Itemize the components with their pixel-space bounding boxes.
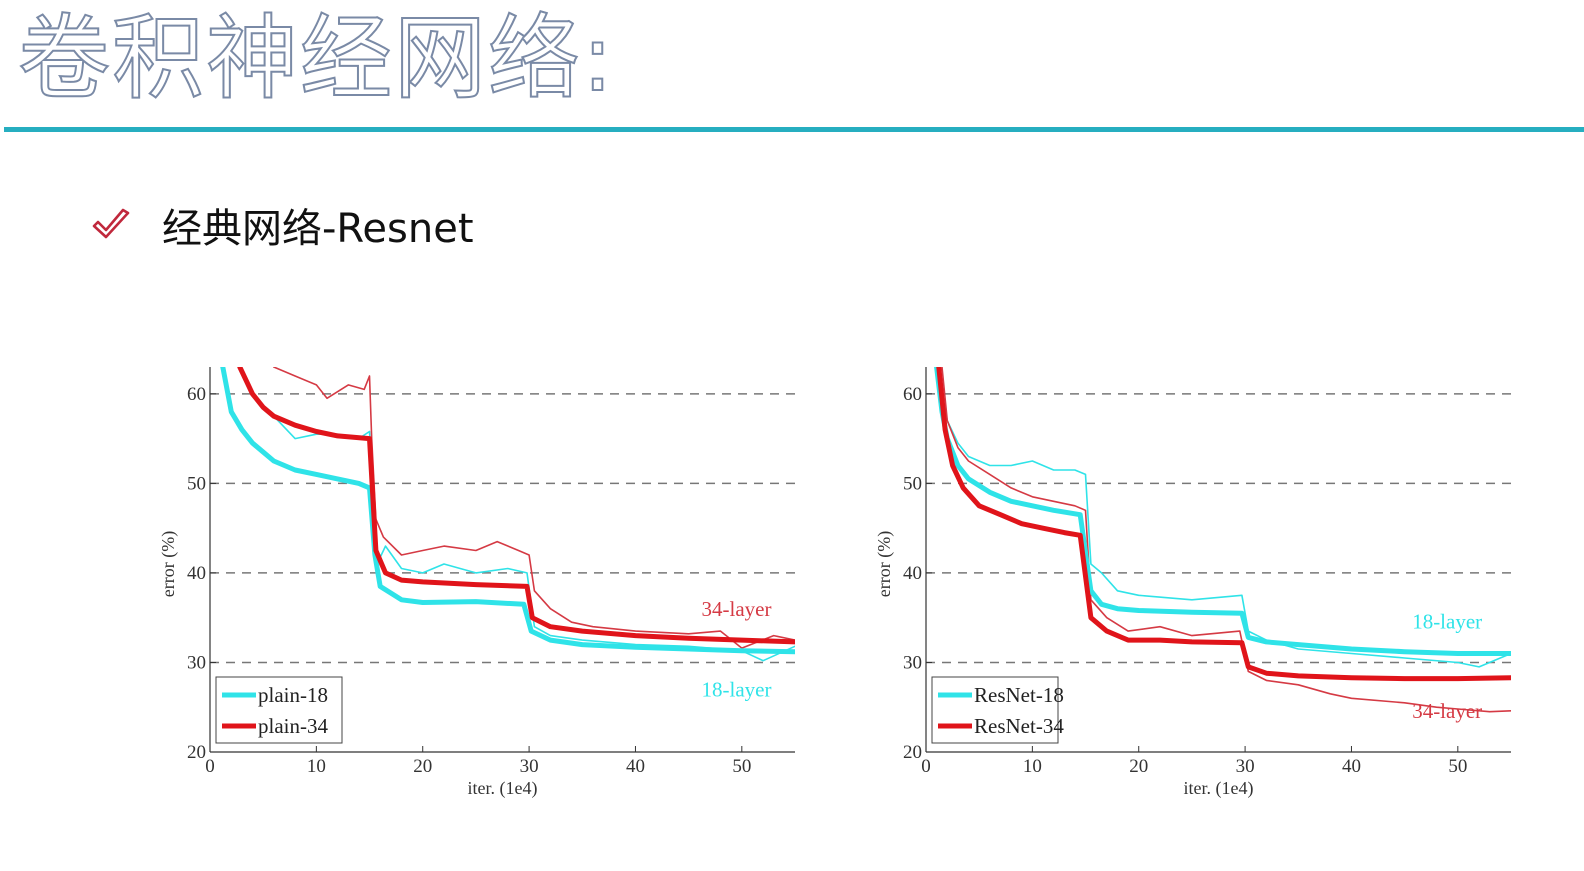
legend-label: plain-34 — [258, 714, 328, 738]
x-axis-label: iter. (1e4) — [1184, 778, 1254, 799]
chart-plain: 20 30 40 50 60 0 10 20 30 40 50 iter. (1e4) error (%… — [158, 367, 795, 799]
x-tick-label: 40 — [626, 756, 645, 777]
x-tick-label: 50 — [732, 756, 751, 777]
x-tick-label: 0 — [205, 756, 215, 777]
series-resnet-34-val — [941, 367, 1511, 713]
series-resnet-18-val — [935, 367, 1511, 668]
x-tick-label: 20 — [1129, 756, 1148, 777]
x-axis-label: iter. (1e4) — [468, 778, 538, 799]
legend-label: ResNet-34 — [974, 714, 1064, 738]
y-tick-label: 40 — [903, 563, 922, 584]
legend-label: plain-18 — [258, 683, 328, 707]
series-resnet-18-train — [934, 367, 1511, 656]
y-tick-label: 50 — [187, 473, 206, 494]
title-divider — [4, 127, 1584, 132]
x-tick-label: 0 — [921, 756, 931, 777]
legend: plain-18 plain-34 — [215, 676, 343, 744]
y-tick-label: 40 — [187, 563, 206, 584]
series-annotation: 18-layer — [1412, 609, 1482, 633]
x-tick-label: 50 — [1448, 756, 1467, 777]
y-tick-label: 20 — [187, 742, 206, 763]
chart-resnet: 20 30 40 50 60 0 10 20 30 40 50 iter. (1e4) error (%… — [874, 367, 1511, 799]
y-tick-label: 30 — [903, 652, 922, 673]
slide-title: 卷积神经网络: — [17, 4, 615, 113]
y-axis-label: error (%) — [874, 531, 895, 597]
legend-box — [931, 676, 1059, 744]
series-plain-18-val — [273, 415, 795, 662]
series-plain-34-train — [237, 367, 795, 645]
y-tick-label: 30 — [187, 652, 206, 673]
x-tick-label: 30 — [520, 756, 539, 777]
series-plain-34-val — [273, 367, 795, 649]
x-tick-label: 30 — [1236, 756, 1255, 777]
y-tick-label: 50 — [903, 473, 922, 494]
series-plain-18-train — [220, 367, 795, 655]
series-resnet-34-train — [936, 367, 1511, 682]
legend-box — [215, 676, 343, 744]
legend-label: ResNet-18 — [974, 683, 1064, 707]
x-tick-label: 40 — [1342, 756, 1361, 777]
y-axis-label: error (%) — [158, 531, 179, 597]
y-tick-label: 60 — [903, 384, 922, 405]
legend: ResNet-18 ResNet-34 — [931, 676, 1064, 744]
series-annotation: 34-layer — [1412, 699, 1482, 723]
series-annotation: 34-layer — [702, 597, 772, 621]
bullet-text: 经典网络-Resnet — [162, 206, 474, 252]
x-tick-label: 20 — [413, 756, 432, 777]
checkmark-icon — [92, 208, 130, 239]
x-tick-label: 10 — [1023, 756, 1042, 777]
series-annotation: 18-layer — [702, 677, 772, 701]
y-tick-label: 60 — [187, 384, 206, 405]
x-tick-label: 10 — [307, 756, 326, 777]
y-tick-label: 20 — [903, 742, 922, 763]
bullet-item: 经典网络-Resnet — [90, 196, 474, 254]
